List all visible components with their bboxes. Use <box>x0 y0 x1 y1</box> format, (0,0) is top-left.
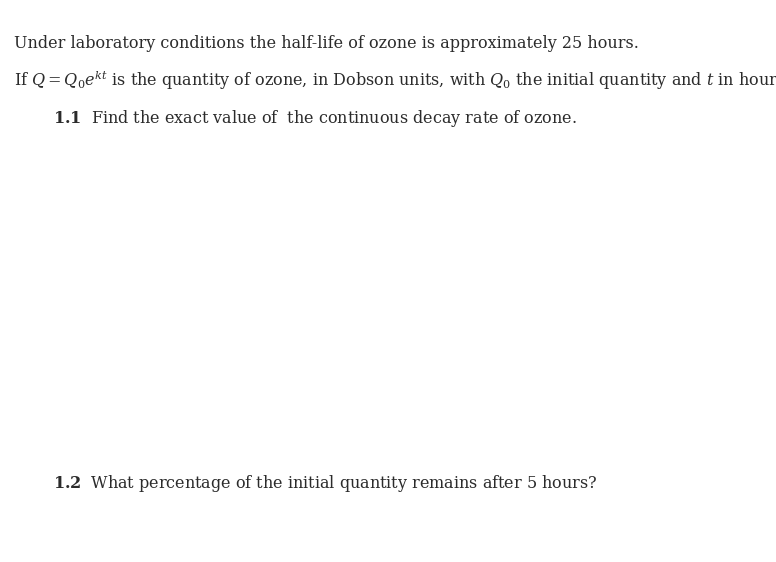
Text: $\mathbf{1.1}$  Find the exact value of  the continuous decay rate of ozone.: $\mathbf{1.1}$ Find the exact value of t… <box>53 108 577 129</box>
Text: $\mathbf{1.2}$  What percentage of the initial quantity remains after 5 hours?: $\mathbf{1.2}$ What percentage of the in… <box>53 473 598 494</box>
Text: Under laboratory conditions the half-life of ozone is approximately 25 hours.: Under laboratory conditions the half-lif… <box>14 35 639 52</box>
Text: If $Q = Q_0e^{kt}$ is the quantity of ozone, in Dobson units, with $Q_0$ the ini: If $Q = Q_0e^{kt}$ is the quantity of oz… <box>14 69 776 92</box>
